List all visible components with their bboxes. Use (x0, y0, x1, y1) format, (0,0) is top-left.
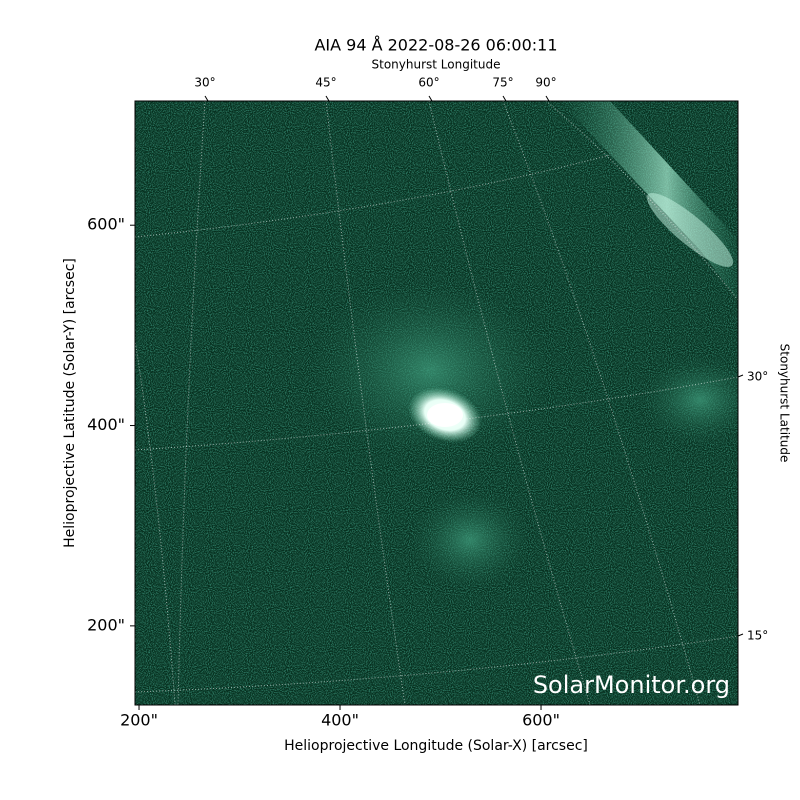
top-tick (325, 95, 330, 102)
plot-frame (134, 100, 739, 706)
x-tick-label: 400" (321, 711, 359, 730)
top-tick-label: 30° (194, 76, 215, 90)
watermark: SolarMonitor.org (533, 671, 730, 699)
top-tick-label: 90° (535, 76, 556, 90)
right-tick-label: 15° (747, 629, 768, 643)
top-tick-label: 45° (315, 76, 336, 90)
chart-title: AIA 94 Å 2022-08-26 06:00:11 (314, 36, 557, 55)
top-axis-label: Stonyhurst Longitude (372, 58, 501, 72)
y-tick-label: 400" (87, 415, 125, 434)
y-tick-label: 200" (87, 615, 125, 634)
top-tick (204, 95, 209, 102)
y-axis-label: Helioprojective Latitude (Solar-Y) [arcs… (62, 258, 78, 548)
top-tick (545, 95, 550, 102)
top-tick-label: 75° (492, 76, 513, 90)
right-tick (737, 633, 744, 637)
solar-image (135, 101, 738, 705)
y-tick-label: 600" (87, 215, 125, 234)
top-tick (502, 95, 507, 102)
right-axis-label: Stonyhurst Latitude (778, 344, 792, 463)
top-tick (428, 95, 433, 102)
right-tick (737, 374, 744, 378)
x-tick-label: 600" (522, 711, 560, 730)
right-tick-label: 30° (747, 370, 768, 384)
top-tick-label: 60° (418, 76, 439, 90)
x-axis-label: Helioprojective Longitude (Solar-X) [arc… (284, 738, 588, 754)
x-tick-label: 200" (120, 711, 158, 730)
